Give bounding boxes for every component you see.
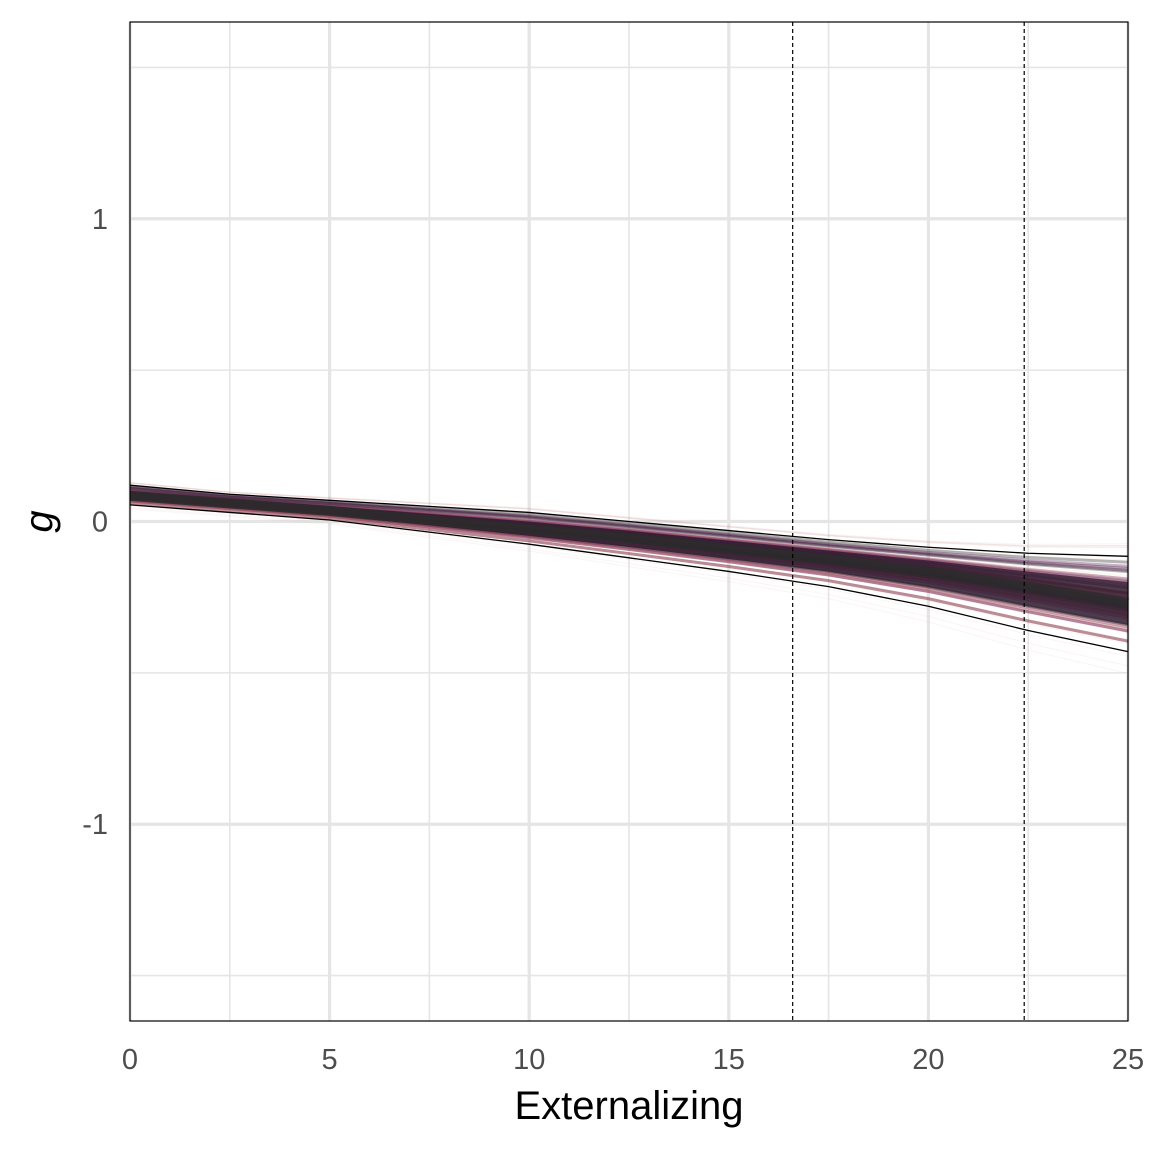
y-tick-label-0: -1	[82, 809, 108, 841]
x-tick-label-5: 25	[1112, 1044, 1144, 1076]
posterior-draw-halo-38	[129, 481, 1129, 545]
posterior-draw-halo-10	[129, 489, 1129, 579]
posterior-draw-halo-13	[129, 501, 1129, 641]
posterior-draw-35	[129, 485, 1129, 564]
upper-bound-line	[129, 484, 1129, 557]
posterior-draw-15	[129, 499, 1129, 633]
x-tick-label-0: 0	[122, 1044, 138, 1076]
y-tick-label-1: 0	[92, 507, 108, 539]
x-tick-label-3: 15	[713, 1044, 745, 1076]
x-tick-label-1: 5	[322, 1044, 338, 1076]
y-tick-label-2: 1	[92, 204, 108, 236]
lower-bound-line	[129, 504, 1129, 653]
interval-bounds	[129, 484, 1129, 653]
posterior-draws	[129, 481, 1129, 675]
posterior-median-line	[129, 490, 1129, 609]
posterior-draw-halo-2	[129, 500, 1129, 634]
posterior-draw-halo-18	[129, 489, 1129, 579]
posterior-draw-32	[129, 499, 1129, 633]
posterior-draw-halo-20	[129, 482, 1129, 547]
posterior-draw-halo-28	[129, 482, 1129, 548]
posterior-draw-halo-24	[129, 482, 1129, 547]
posterior-draw-halo-29	[129, 482, 1129, 549]
posterior-draw-halo-35	[129, 500, 1129, 633]
posterior-draw-halo-7	[129, 487, 1129, 570]
y-axis-title: g	[17, 510, 61, 532]
posterior-draw-halo-25	[129, 489, 1129, 579]
posterior-draw-halo-12	[129, 485, 1129, 561]
posterior-draw-halo-15	[129, 488, 1129, 576]
posterior-draw-54	[129, 486, 1129, 572]
posterior-draw-19	[129, 485, 1129, 568]
posterior-draw-45	[129, 488, 1129, 581]
posterior-draw-halo-3	[129, 502, 1129, 645]
y-axis-ticks: -1 0 1	[82, 204, 108, 841]
posterior-draw-halo-17	[129, 506, 1129, 667]
plot-frame	[129, 21, 1129, 1022]
posterior-draw-42	[129, 486, 1129, 570]
posterior-draw-57	[129, 501, 1129, 643]
posterior-draw-halo-0	[129, 508, 1129, 675]
posterior-draw-halo-8	[129, 487, 1129, 570]
x-tick-label-4: 20	[912, 1044, 944, 1076]
posterior-draw-21	[129, 501, 1129, 643]
posterior-draw-halo-1	[129, 482, 1129, 547]
posterior-draw-halo-16	[129, 489, 1129, 577]
x-tick-label-2: 10	[513, 1044, 545, 1076]
posterior-draw-halo-37	[129, 500, 1129, 633]
x-axis-ticks: 0 5 10 15 20 25	[122, 1044, 1144, 1076]
reference-lines	[792, 22, 1025, 1021]
x-axis-title: Externalizing	[514, 1084, 743, 1128]
posterior-draw-halo-22	[129, 505, 1129, 657]
posterior-draw-halo-21	[129, 485, 1129, 563]
posterior-draw-halo-4	[129, 488, 1129, 573]
posterior-draw-53	[129, 487, 1129, 574]
